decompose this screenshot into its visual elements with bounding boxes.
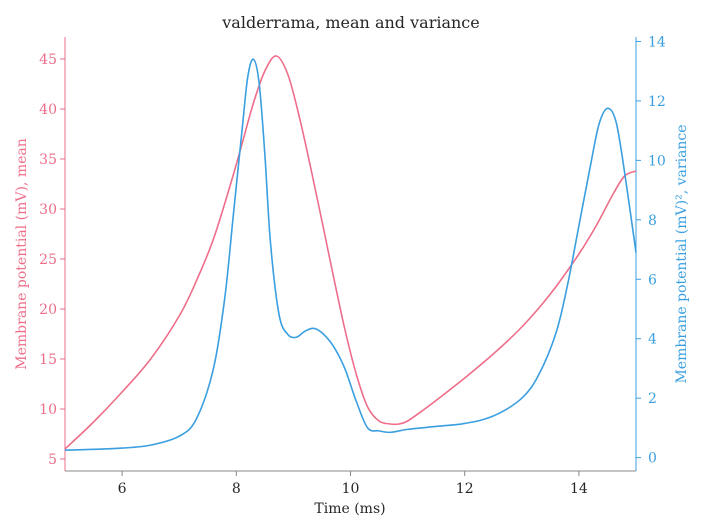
y-left-tick-label: 10 (39, 402, 57, 418)
y-right-tick-label: 14 (648, 34, 666, 50)
y-right-tick-label: 6 (648, 272, 657, 288)
y-right-tick-label: 0 (648, 451, 657, 467)
y-right-tick-label: 12 (648, 94, 666, 110)
series-layer (64, 55, 637, 451)
y-axis-right: 0 2 4 6 8 10 12 14 (636, 34, 666, 467)
y-left-tick-label: 35 (39, 152, 57, 168)
y-left-tick-label: 5 (48, 452, 57, 468)
chart-title: valderrama, mean and variance (221, 13, 479, 32)
y-axis-left-label: Membrane potential (mV), mean (14, 138, 30, 369)
y-left-tick-label: 40 (39, 102, 57, 118)
x-tick-label: 8 (232, 481, 241, 497)
x-axis: 6 8 10 12 14 (118, 471, 588, 497)
y-right-tick-label: 8 (648, 213, 657, 229)
y-left-tick-label: 45 (39, 52, 57, 68)
x-tick-label: 6 (118, 481, 127, 497)
x-tick-label: 10 (342, 481, 360, 497)
y-left-tick-label: 30 (39, 202, 57, 218)
series-line-mean (64, 55, 637, 450)
axis-spines (64, 37, 637, 472)
y-right-tick-label: 4 (648, 332, 657, 348)
x-axis-label: Time (ms) (314, 501, 385, 517)
y-right-tick-label: 10 (648, 153, 666, 169)
y-axis-right-label: Membrane potential (mV)², variance (674, 124, 690, 383)
y-left-tick-label: 25 (39, 252, 57, 268)
x-tick-label: 12 (456, 481, 474, 497)
y-left-tick-label: 15 (39, 352, 57, 368)
y-left-tick-label: 20 (39, 302, 57, 318)
y-axis-left: 5 10 15 20 25 30 35 40 45 (39, 52, 65, 468)
x-tick-label: 14 (570, 481, 588, 497)
y-right-tick-label: 2 (648, 391, 657, 407)
series-line-variance (64, 58, 637, 451)
